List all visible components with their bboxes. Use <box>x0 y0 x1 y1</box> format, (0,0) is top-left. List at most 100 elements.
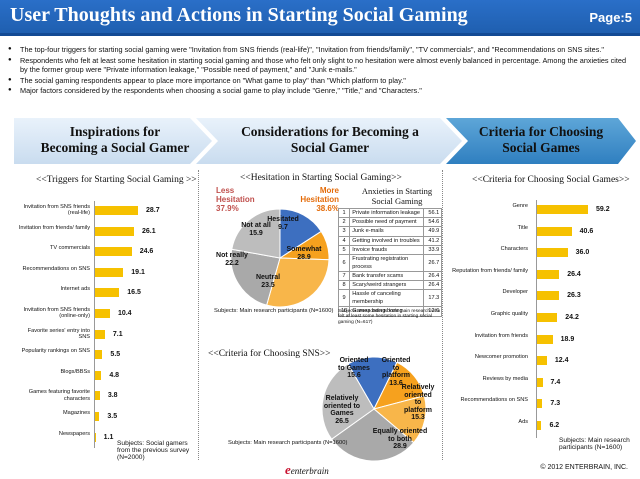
criteria-bar <box>536 334 553 344</box>
anxiety-rank: 9 <box>337 289 351 308</box>
criteria-bar <box>536 291 560 301</box>
pie-label-text: Oriented to Games <box>338 357 370 372</box>
enterbrain-logo: eenterbrain <box>285 462 329 477</box>
pie-label-text: Not really <box>216 252 248 259</box>
pie-label-text: Not at all <box>241 222 271 229</box>
anxiety-value: 54.6 <box>423 217 443 228</box>
trigger-value: 24.6 <box>139 248 154 256</box>
criteria-value: 18.9 <box>560 335 575 343</box>
games-subjects: Subjects: Main research participants (N=… <box>559 437 630 451</box>
anxieties-title: Anxieties in Starting Social Gaming <box>361 186 433 206</box>
criteria-bar <box>536 421 542 430</box>
criteria-value: 12.4 <box>554 357 569 365</box>
trigger-value: 3.8 <box>107 392 118 400</box>
anxiety-value: 26.4 <box>423 270 443 282</box>
pie-label-value: 13.6 <box>389 379 403 387</box>
trigger-value: 3.5 <box>107 413 118 420</box>
trigger-value: 19.1 <box>131 268 145 276</box>
trigger-bar <box>94 412 100 421</box>
criteria-value: 26.4 <box>567 270 581 278</box>
criteria-label: Graphic quality <box>490 311 528 317</box>
trigger-label: Internet ads <box>60 286 90 293</box>
anxiety-label: Frustrating registration process <box>349 253 425 272</box>
anxiety-rank: 3 <box>337 226 351 237</box>
trigger-value: 26.1 <box>142 227 156 235</box>
criteria-label: Invitation from friends <box>474 332 528 339</box>
table-row: 1 Private information leakage 56.1 <box>337 207 443 219</box>
bullet: Major factors considered by the responde… <box>8 86 633 96</box>
criteria-label: Recommendations on SNS <box>460 397 528 404</box>
pie-label: Not at all 15.9 <box>238 222 274 237</box>
anxiety-label: Possible need of payment <box>349 217 425 228</box>
anxiety-rank: 7 <box>337 270 351 282</box>
pie-label-text: Oriented to platform <box>381 357 411 379</box>
trigger-label: Invitation from SNS friends (online-only… <box>23 307 90 320</box>
criteria-value: 6.2 <box>549 422 560 429</box>
more-hesitation: More Hesitation 38.6% <box>300 186 339 213</box>
trigger-axis <box>94 201 95 449</box>
trigger-label: Recommendations on SNS <box>22 265 90 272</box>
trigger-label: Invitation from friends/ family <box>18 224 90 231</box>
banner-chevron-1 <box>14 118 212 164</box>
pie-label: Equally oriented to both 28.9 <box>372 428 428 451</box>
trigger-label: Blogs/BBSs <box>60 368 90 375</box>
anxiety-rank: 10 <box>337 306 351 317</box>
anxiety-rank: 2 <box>337 217 351 228</box>
trigger-bar <box>94 206 138 215</box>
pie-label: Neutral 23.5 <box>248 274 288 289</box>
pie-label-value: 15.9 <box>249 229 263 237</box>
pie-label-value: 23.5 <box>261 281 275 289</box>
pie-label-text: Equally oriented to both <box>372 428 428 443</box>
trigger-value: 7.1 <box>112 330 123 338</box>
table-row: 9 Hassle of canceling membership 17.3 <box>337 289 443 308</box>
criteria-label: Developer <box>502 289 529 296</box>
trigger-label: Invitation from SNS friends (real-life) <box>23 204 90 217</box>
pie-label-value: 28.9 <box>297 253 311 261</box>
trigger-value: 16.5 <box>127 289 141 297</box>
anxieties-table: 1 Private information leakage 56.1 2 Possibl… <box>337 207 443 317</box>
trigger-value: 10.4 <box>117 310 132 317</box>
less-hesitation: Less Hesitation 37.9% <box>216 186 255 213</box>
criteria-bar <box>536 399 543 409</box>
pie-label: Oriented to platform 13.6 <box>378 357 414 387</box>
trigger-label: Newspapers <box>58 430 90 437</box>
table-row: 4 Getting involved in troubles 41.2 <box>337 235 443 246</box>
anxiety-rank: 5 <box>337 244 351 255</box>
trigger-bar <box>94 391 100 401</box>
trigger-bar <box>94 329 105 339</box>
anxiety-rank: 8 <box>337 280 351 291</box>
criteria-label: Title <box>517 224 528 231</box>
criteria-bar <box>536 248 568 258</box>
pie-label-value: 15.6 <box>347 372 361 379</box>
anxiety-value: 56.1 <box>423 207 443 219</box>
table-row: 8 Scary/weird strangers 26.4 <box>337 280 443 291</box>
divider <box>442 170 443 460</box>
criteria-bar <box>536 226 572 236</box>
trigger-label: Favorite series' entry into SNS <box>27 327 90 340</box>
pie-slice <box>330 408 415 462</box>
page-header: User Thoughts and Actions in Starting So… <box>0 0 640 36</box>
section-banner <box>14 118 636 164</box>
anxiety-rank: 6 <box>337 253 351 272</box>
anxiety-label: Invoice frauds <box>349 244 425 255</box>
anxiety-value: 26.4 <box>423 280 443 291</box>
pie-label-value: 15.3 <box>411 414 425 421</box>
table-row: 6 Frustrating registration process 26.7 <box>337 253 443 272</box>
games-heading: <<Criteria for Choosing Social Games>> <box>472 175 630 185</box>
pie-slice <box>372 395 427 444</box>
criteria-value: 24.2 <box>565 314 579 321</box>
anxiety-value: 12.6 <box>423 306 443 317</box>
anxiety-label: Getting involved in troubles <box>349 235 425 246</box>
trigger-value: 5.5 <box>110 351 121 359</box>
criteria-value: 7.4 <box>550 378 561 386</box>
trigger-bar <box>94 267 124 277</box>
criteria-value: 36.0 <box>575 249 590 257</box>
criteria-label: Reputation from friends/ family <box>452 267 528 274</box>
criteria-axis <box>536 200 537 438</box>
triggers-subjects: Subjects: Social gamers from the previou… <box>117 440 190 461</box>
hesitation-pie <box>230 208 330 308</box>
page-title: User Thoughts and Actions in Starting So… <box>10 4 468 26</box>
anxiety-value: 33.9 <box>423 244 443 255</box>
criteria-value: 26.3 <box>567 292 581 300</box>
triggers-heading: <<Triggers for Starting Social Gaming >> <box>36 175 197 185</box>
